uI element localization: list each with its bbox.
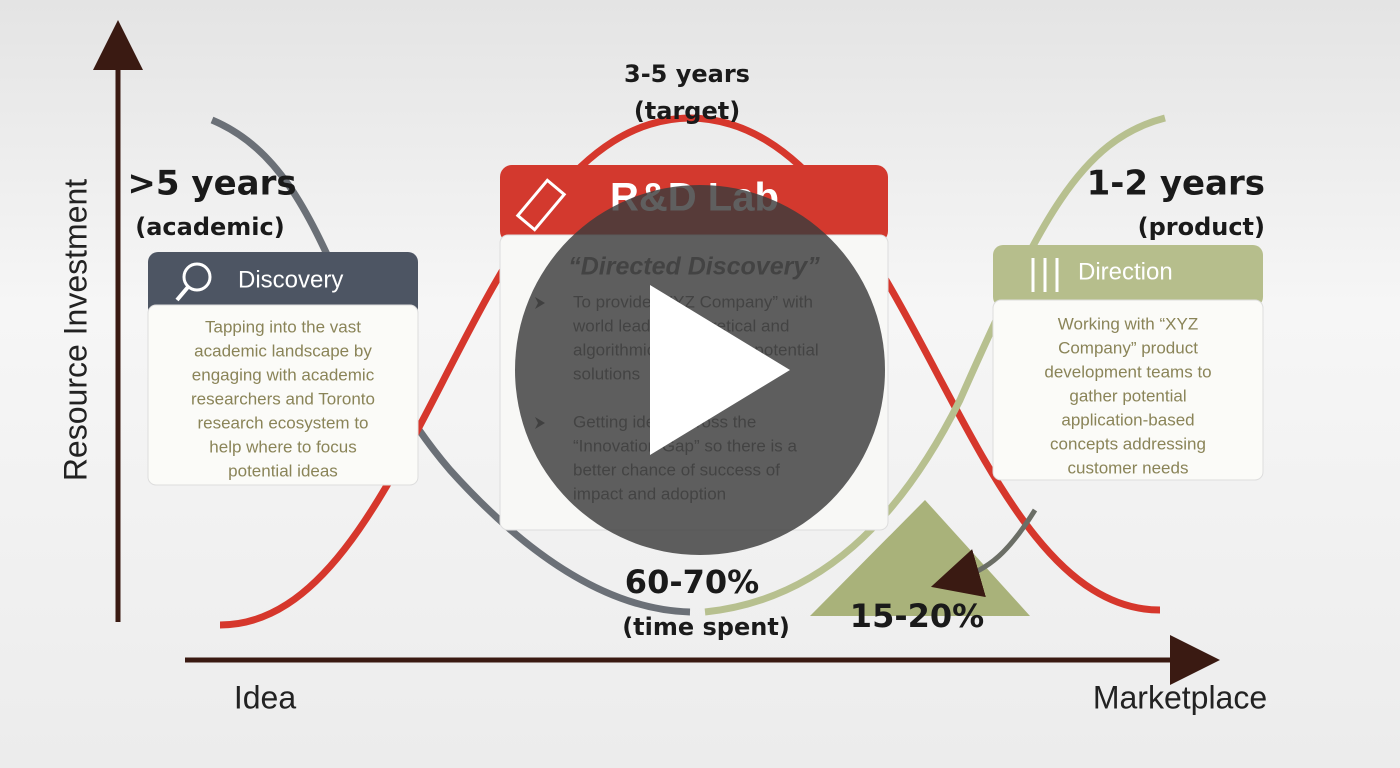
text-line: research ecosystem to xyxy=(197,413,368,432)
text-line: customer needs xyxy=(1068,458,1189,477)
text-line: Tapping into the vast xyxy=(205,317,361,336)
x-start-label: Idea xyxy=(234,679,296,715)
metric-value: 60-70% xyxy=(625,563,759,601)
text-line: gather potential xyxy=(1069,386,1186,405)
text-line: development teams to xyxy=(1044,362,1211,381)
time-label: 1-2 years xyxy=(1087,164,1265,204)
box-title: Discovery xyxy=(238,266,343,293)
text-line: application-based xyxy=(1061,410,1194,429)
product-curve xyxy=(704,114,1166,616)
metric-value: 15-20% xyxy=(850,597,984,635)
text-line: academic landscape by xyxy=(194,341,372,360)
text-line: potential ideas xyxy=(228,461,338,480)
lab-curve xyxy=(219,114,1161,629)
play-button[interactable] xyxy=(515,185,885,555)
discovery-body xyxy=(147,304,419,486)
time-note: (product) xyxy=(1138,213,1265,241)
time-label: >5 years xyxy=(127,164,296,204)
time-note: (academic) xyxy=(135,213,284,241)
pointer-arrow xyxy=(930,508,1038,598)
metric-note: (time spent) xyxy=(622,613,790,641)
academic-curve xyxy=(210,116,691,616)
direction-text: Working with “XYZ Company” product develop… xyxy=(1044,314,1211,477)
direction-header xyxy=(993,245,1263,307)
x-end-label: Marketplace xyxy=(1093,679,1267,715)
y-axis-label: Resource Investment xyxy=(57,179,93,481)
discovery-text: Tapping into the vast academic landscape … xyxy=(191,317,375,480)
text-line: Company” product xyxy=(1058,338,1198,357)
time-note: (target) xyxy=(634,97,740,125)
search-icon xyxy=(182,262,212,292)
text-line: help where to focus xyxy=(209,437,356,456)
text-line: Working with “XYZ xyxy=(1058,314,1198,333)
ruler-icon xyxy=(515,178,567,232)
sliders-icon xyxy=(1031,258,1059,292)
box-title: Direction xyxy=(1078,258,1173,285)
time-label: 3-5 years xyxy=(624,60,750,88)
discovery-header xyxy=(148,252,418,318)
text-line: concepts addressing xyxy=(1050,434,1206,453)
search-icon xyxy=(175,285,190,302)
text-line: researchers and Toronto xyxy=(191,389,375,408)
direction-body xyxy=(992,299,1264,481)
text-line: engaging with academic xyxy=(192,365,375,384)
